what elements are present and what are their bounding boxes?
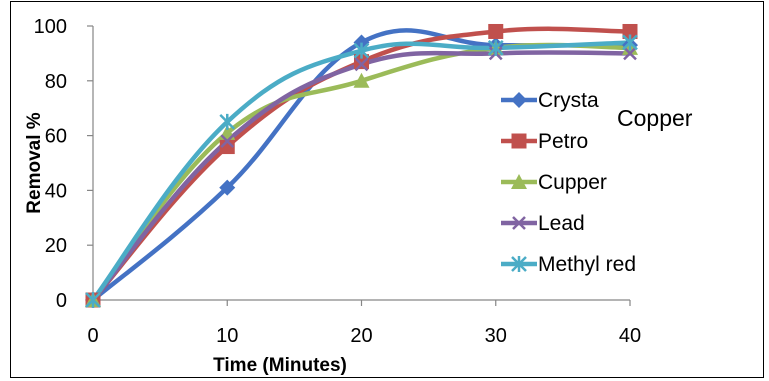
data-point (622, 34, 638, 51)
x-tick-label: 0 (87, 325, 98, 347)
legend-swatch-marker (511, 133, 527, 149)
data-point (623, 46, 637, 61)
series-lines (90, 26, 633, 303)
legend-label: Lead (538, 212, 585, 235)
legend: Crysta Petro Cupper Lead Methyl red (501, 89, 636, 276)
y-tick-label: 0 (56, 290, 67, 312)
data-point (219, 179, 236, 196)
x-tick-label: 40 (619, 325, 641, 347)
data-point (220, 134, 235, 148)
y-axis-title: Removal % (24, 112, 45, 213)
legend-label: Methyl red (538, 253, 636, 276)
legend-label: Crysta (538, 89, 599, 112)
tick-labels: 0 20 40 60 80 100 0 10 20 30 40 (34, 16, 642, 347)
data-point (353, 42, 370, 59)
series-line (90, 40, 633, 303)
series-markers (85, 23, 638, 308)
y-tick-label: 100 (34, 16, 67, 38)
legend-swatch-marker (511, 174, 527, 189)
legend-swatch-marker (511, 92, 527, 108)
data-point (487, 39, 504, 56)
chart-annotation: Copper (617, 105, 693, 131)
y-tick-label: 60 (45, 126, 67, 148)
x-tick-label: 30 (485, 325, 507, 347)
y-tick-label: 20 (45, 235, 67, 257)
data-point (354, 54, 369, 70)
legend-label: Petro (538, 130, 588, 153)
x-tick-label: 10 (216, 325, 238, 347)
data-point (488, 23, 504, 39)
data-point (219, 113, 236, 130)
data-point (85, 292, 101, 308)
axes (87, 25, 631, 306)
data-point (354, 57, 369, 72)
data-point (219, 139, 235, 155)
series-line (90, 50, 633, 303)
x-tick-label: 20 (350, 325, 372, 347)
legend-label: Cupper (538, 171, 607, 194)
y-tick-label: 80 (45, 71, 67, 93)
y-tick-label: 40 (45, 180, 67, 202)
x-axis-title: Time (Minutes) (213, 355, 347, 376)
legend-swatch-marker (511, 256, 527, 272)
data-point (622, 23, 638, 39)
chart-frame (10, 1, 764, 378)
data-point (353, 72, 370, 88)
legend-swatch-marker (512, 216, 526, 230)
